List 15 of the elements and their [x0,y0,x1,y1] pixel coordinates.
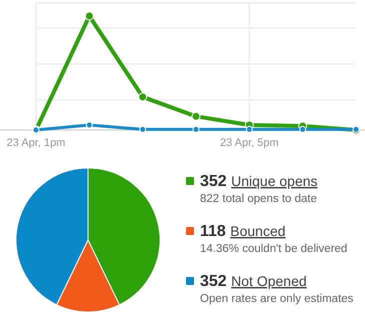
point [192,112,200,121]
text: Open rates are only estimates [200,293,354,305]
point [138,92,148,102]
x-tick-label: 23 Apr, 1pm [6,137,66,149]
point [246,126,253,133]
point [192,126,200,133]
point [299,126,306,133]
legend-label: 352 Not Opened [200,273,307,290]
legend-label: 352 Unique opens [200,173,318,190]
text: 822 total opens to date [200,193,318,205]
point [84,12,94,20]
point [139,126,146,133]
text: 14.36% couldn't be delivered [200,243,348,255]
x-tick-label: 23 Apr, 5pm [220,137,279,149]
legend-label: 118 Bounced [200,223,286,240]
